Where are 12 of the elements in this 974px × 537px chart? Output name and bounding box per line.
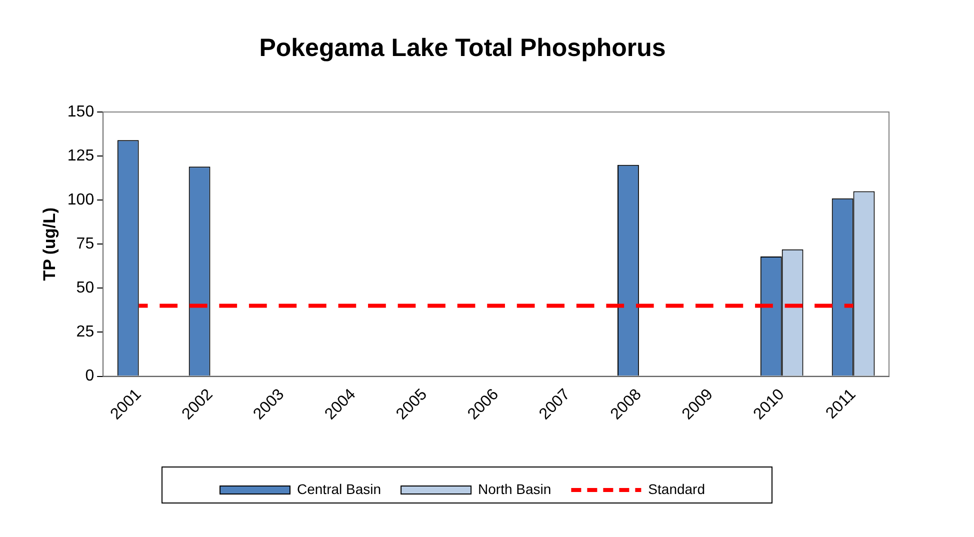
legend-label: Central Basin: [296, 480, 382, 497]
legend-label: Standard: [648, 480, 706, 497]
y-axis-title: TP (ug/L): [40, 207, 59, 281]
y-tick-label: 0: [85, 368, 94, 385]
y-tick-label: 150: [67, 103, 94, 120]
y-tick-label: 25: [76, 324, 94, 341]
chart-title: Pokegama Lake Total Phosphorus: [259, 34, 666, 62]
y-tick-label: 50: [76, 280, 94, 297]
y-tick-label: 125: [67, 147, 94, 164]
y-tick-label: 75: [76, 236, 94, 253]
y-tick-label: 100: [67, 191, 94, 208]
legend-label: North Basin: [478, 480, 552, 497]
